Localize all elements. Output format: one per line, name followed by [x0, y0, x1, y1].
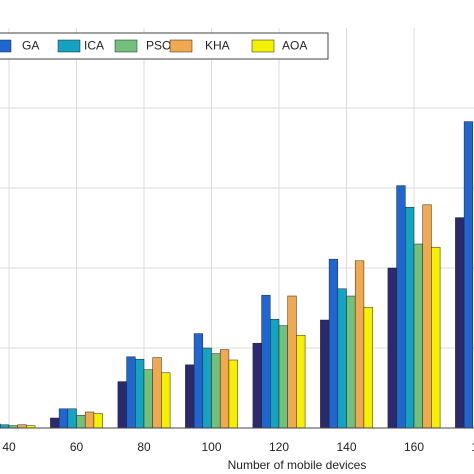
bar	[50, 417, 60, 429]
bar	[387, 267, 397, 429]
bar	[219, 349, 230, 429]
bar	[152, 357, 162, 429]
bar	[354, 260, 365, 429]
legend-swatch	[57, 39, 81, 53]
bar	[287, 295, 297, 429]
x-tick-label: 80	[137, 440, 151, 454]
bar	[126, 356, 136, 429]
bar	[143, 369, 153, 429]
bar	[161, 372, 171, 429]
bar	[270, 318, 280, 429]
x-tick-label: 60	[70, 440, 84, 454]
bar	[117, 381, 127, 429]
x-tick-label: 160	[404, 440, 424, 454]
legend-swatch	[251, 39, 275, 53]
bar	[84, 411, 95, 429]
bar	[337, 288, 347, 429]
bar	[261, 294, 271, 429]
x-axis-label: Number of mobile devices	[228, 458, 367, 472]
bar	[278, 325, 288, 429]
bar	[363, 306, 373, 429]
bar	[93, 413, 103, 429]
legend-label: ICA	[84, 39, 104, 53]
bar	[228, 359, 238, 429]
bar	[328, 258, 339, 429]
bar	[346, 295, 356, 429]
bar	[58, 408, 69, 429]
legend: GA ICA PSO KHA AOA	[0, 32, 329, 60]
legend-swatch	[169, 39, 193, 53]
bar	[211, 353, 221, 429]
bar	[405, 206, 415, 429]
bar	[185, 364, 195, 429]
x-tick-label: 120	[269, 440, 289, 454]
bar	[76, 414, 86, 429]
legend-swatch	[114, 39, 138, 53]
x-tick-label: 100	[201, 440, 221, 454]
bar	[455, 217, 465, 429]
bar	[296, 334, 306, 429]
bar	[463, 121, 474, 429]
bar	[202, 347, 212, 429]
legend-label: PSO	[146, 39, 171, 53]
bar	[193, 333, 204, 429]
x-tick-label: 180	[471, 440, 474, 454]
bar	[431, 246, 441, 429]
bar	[135, 358, 145, 429]
legend-label: KHA	[205, 39, 230, 53]
bar	[320, 319, 330, 429]
bar	[422, 204, 432, 429]
x-tick-label: 40	[2, 440, 16, 454]
bar	[252, 342, 262, 429]
bar	[413, 243, 423, 429]
bars	[0, 121, 474, 429]
legend-label: AOA	[282, 39, 307, 53]
x-tick-label: 140	[336, 440, 356, 454]
legend-label: GA	[22, 39, 39, 53]
bar	[67, 408, 77, 429]
legend-swatch	[0, 39, 12, 53]
bar	[396, 185, 406, 429]
